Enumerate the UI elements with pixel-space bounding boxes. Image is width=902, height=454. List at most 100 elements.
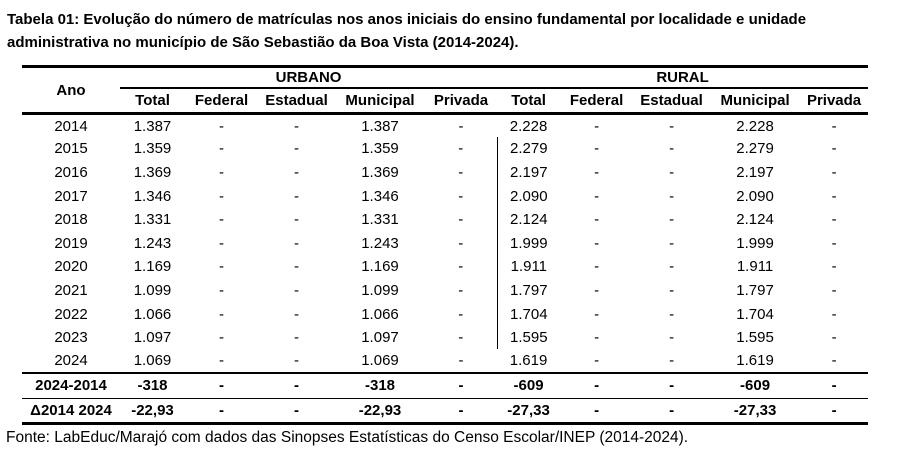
rural-privada-cell: - bbox=[831, 329, 837, 347]
urbano-estadual-cell: - bbox=[294, 305, 299, 323]
year-cell: 2014 bbox=[54, 117, 88, 135]
urbano-privada-cell: - bbox=[458, 163, 464, 181]
rural-estadual-cell: - bbox=[633, 372, 711, 399]
urbano-municipal-cell: 1.066 bbox=[361, 305, 399, 323]
table-row: 2016 1.369 - - 1.369 - 2.197 - - 2.197 - bbox=[22, 160, 868, 185]
column-header-rural-total: Total bbox=[497, 87, 561, 115]
urbano-estadual-cell: - bbox=[294, 258, 299, 276]
year-cell: 2016 bbox=[54, 163, 88, 181]
table-row: 2022 1.066 - - 1.066 - 1.704 - - 1.704 - bbox=[22, 302, 868, 326]
rural-privada-cell: - bbox=[831, 211, 837, 229]
subheader-row: Total Federal Estadual Municipal Privada Tota… bbox=[22, 87, 869, 115]
rural-municipal-cell: 1.704 bbox=[736, 305, 774, 323]
urbano-estadual-cell: - bbox=[294, 211, 299, 229]
urbano-municipal-cell: 1.387 bbox=[361, 117, 399, 135]
urbano-total-cell: -22,93 bbox=[120, 398, 185, 425]
year-cell: 2020 bbox=[54, 258, 88, 276]
rural-total-cell: 2.228 bbox=[509, 117, 548, 135]
rural-privada-cell: - bbox=[831, 352, 837, 370]
rural-estadual-cell: - bbox=[669, 329, 675, 347]
urbano-total-cell: 1.097 bbox=[133, 329, 172, 347]
table-row: 2014 1.387 - - 1.387 - 2.228 - - 2.228 - bbox=[22, 114, 868, 138]
rural-federal-cell: - bbox=[594, 187, 600, 205]
rural-total-cell: 1.999 bbox=[496, 231, 561, 256]
column-header-rural-estadual: Estadual bbox=[633, 87, 711, 115]
rural-privada-cell: - bbox=[800, 398, 869, 425]
urbano-privada-cell: - bbox=[458, 352, 464, 370]
urbano-federal-cell: - bbox=[219, 305, 224, 323]
year-column-header: Ano bbox=[22, 66, 120, 115]
rural-privada-cell: - bbox=[831, 305, 837, 323]
urbano-privada-cell: - bbox=[458, 140, 464, 158]
urbano-total-cell: 1.346 bbox=[133, 187, 172, 205]
urbano-estadual-cell: - bbox=[258, 372, 335, 399]
urbano-municipal-cell: 1.099 bbox=[361, 281, 399, 299]
rural-federal-cell: - bbox=[594, 258, 600, 276]
urbano-total-cell: -318 bbox=[120, 372, 185, 399]
rural-municipal-cell: -27,33 bbox=[710, 398, 801, 425]
rural-federal-cell: - bbox=[594, 329, 600, 347]
urbano-federal-cell: - bbox=[185, 398, 258, 425]
year-cell: 2015 bbox=[54, 140, 88, 158]
urbano-privada-cell: - bbox=[458, 234, 464, 252]
rural-federal-cell: - bbox=[594, 281, 600, 299]
rural-privada-cell: - bbox=[831, 281, 837, 299]
urbano-federal-cell: - bbox=[219, 163, 224, 181]
rural-estadual-cell: - bbox=[669, 258, 675, 276]
rural-total-cell: 1.619 bbox=[509, 352, 548, 370]
urbano-federal-cell: - bbox=[219, 329, 224, 347]
rural-federal-cell: - bbox=[594, 211, 600, 229]
rural-total-cell: 2.279 bbox=[496, 137, 561, 161]
urbano-total-cell: 1.369 bbox=[133, 163, 172, 181]
urbano-federal-cell: - bbox=[219, 258, 224, 276]
rural-estadual-cell: - bbox=[669, 163, 675, 181]
year-cell: 2024 bbox=[54, 352, 88, 370]
year-cell: 2019 bbox=[54, 234, 88, 252]
rural-municipal-cell: 2.279 bbox=[736, 140, 774, 158]
urbano-estadual-cell: - bbox=[294, 140, 299, 158]
urbano-federal-cell: - bbox=[219, 234, 224, 252]
rural-estadual-cell: - bbox=[669, 234, 675, 252]
urbano-total-cell: 1.331 bbox=[133, 211, 172, 229]
urbano-municipal-cell: 1.243 bbox=[361, 234, 399, 252]
urbano-federal-cell: - bbox=[219, 187, 224, 205]
urbano-federal-cell: - bbox=[219, 211, 224, 229]
column-header-urbano-privada: Privada bbox=[425, 87, 498, 115]
urbano-municipal-cell: 1.369 bbox=[361, 163, 399, 181]
group-header-urbano: URBANO bbox=[120, 66, 498, 89]
column-header-urbano-municipal: Municipal bbox=[335, 87, 425, 115]
year-cell: 2017 bbox=[54, 187, 88, 205]
rural-estadual-cell: - bbox=[669, 117, 675, 135]
source-note: Fonte: LabEduc/Marajó com dados das Sino… bbox=[6, 428, 689, 446]
table-row: 2018 1.331 - - 1.331 - 2.124 - - 2.124 - bbox=[22, 207, 868, 232]
urbano-privada-cell: - bbox=[458, 117, 464, 135]
urbano-federal-cell: - bbox=[185, 372, 258, 399]
column-header-rural-privada: Privada bbox=[800, 87, 869, 115]
rural-federal-cell: - bbox=[594, 140, 600, 158]
rural-municipal-cell: 2.124 bbox=[736, 211, 774, 229]
rural-estadual-cell: - bbox=[669, 281, 675, 299]
rural-municipal-cell: 2.228 bbox=[736, 117, 774, 135]
urbano-privada-cell: - bbox=[458, 211, 464, 229]
table-row: 2017 1.346 - - 1.346 - 2.090 - - 2.090 - bbox=[22, 184, 868, 208]
rural-federal-cell: - bbox=[594, 305, 600, 323]
urbano-estadual-cell: - bbox=[294, 281, 299, 299]
table-row: 2023 1.097 - - 1.097 - 1.595 - - 1.595 - bbox=[22, 325, 868, 350]
rural-municipal-cell: 1.595 bbox=[736, 329, 774, 347]
year-cell: Δ2014 2024 bbox=[22, 398, 120, 425]
urbano-privada-cell: - bbox=[458, 187, 464, 205]
table-row: 2015 1.359 - - 1.359 - 2.279 - - 2.279 - bbox=[22, 137, 868, 161]
urbano-total-cell: 1.359 bbox=[133, 140, 172, 158]
year-cell: 2024-2014 bbox=[22, 372, 120, 399]
group-header-row: Ano URBANO RURAL bbox=[22, 66, 869, 115]
year-cell: 2022 bbox=[54, 305, 88, 323]
urbano-municipal-cell: 1.169 bbox=[361, 258, 399, 276]
table-row: 2024 1.069 - - 1.069 - 1.619 - - 1.619 - bbox=[22, 349, 868, 373]
table-row: 2021 1.099 - - 1.099 - 1.797 - - 1.797 - bbox=[22, 278, 868, 303]
rural-total-cell: -609 bbox=[497, 372, 561, 399]
column-header-urbano-total: Total bbox=[120, 87, 185, 115]
rural-municipal-cell: 1.999 bbox=[736, 234, 774, 252]
rural-privada-cell: - bbox=[831, 163, 837, 181]
urbano-federal-cell: - bbox=[219, 281, 224, 299]
year-cell: 2021 bbox=[54, 281, 88, 299]
